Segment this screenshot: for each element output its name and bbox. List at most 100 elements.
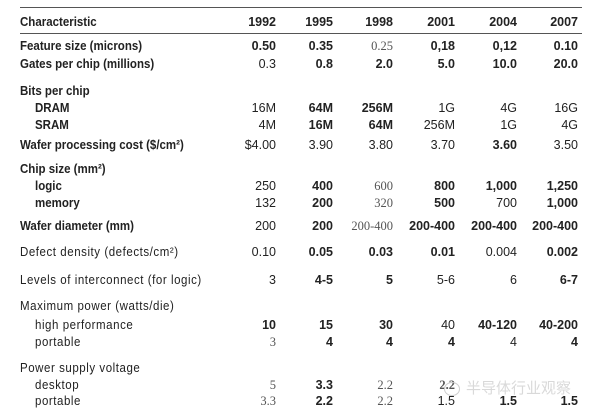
table-cell: 800 bbox=[434, 179, 455, 193]
table-cell: 0.004 bbox=[485, 245, 517, 259]
header-year: 1992 bbox=[248, 15, 276, 29]
table-cell: 500 bbox=[434, 196, 455, 210]
row-label: Levels of interconnect (for logic) bbox=[20, 273, 202, 287]
header-year: 2001 bbox=[427, 15, 455, 29]
table-cell: 256M bbox=[423, 118, 455, 132]
table-cell: 1,250 bbox=[546, 179, 578, 193]
table-cell: 1G bbox=[438, 101, 455, 115]
table-cell: 132 bbox=[255, 196, 276, 210]
table-cell: 10.0 bbox=[492, 57, 517, 71]
table-cell: 4M bbox=[258, 118, 276, 132]
header-year: 1995 bbox=[305, 15, 333, 29]
row-label: high performance bbox=[35, 318, 134, 332]
table-cell: 1,000 bbox=[485, 179, 517, 193]
table-cell: 200 bbox=[312, 196, 333, 210]
table-cell: 4G bbox=[500, 101, 517, 115]
table-cell: 600 bbox=[374, 179, 393, 193]
row-label: Wafer processing cost ($/cm²) bbox=[20, 138, 184, 152]
table-cell: $4.00 bbox=[244, 138, 276, 152]
table-cell: 30 bbox=[379, 318, 393, 332]
table-cell: 16M bbox=[251, 101, 276, 115]
table-cell: 200-400 bbox=[351, 219, 393, 233]
table-cell: 10 bbox=[262, 318, 276, 332]
table-cell: 3.90 bbox=[308, 138, 333, 152]
row-label: memory bbox=[35, 196, 80, 210]
table-cell: 250 bbox=[255, 179, 276, 193]
table-cell: 0.25 bbox=[371, 39, 393, 53]
row-label: Wafer diameter (mm) bbox=[20, 219, 134, 233]
table-cell: 400 bbox=[312, 179, 333, 193]
table-cell: 200-400 bbox=[471, 219, 517, 233]
table-cell: 4G bbox=[561, 118, 578, 132]
table-cell: 20.0 bbox=[553, 57, 578, 71]
top-rule bbox=[20, 7, 582, 8]
table-cell: 3.60 bbox=[492, 138, 517, 152]
table-cell: 200 bbox=[255, 219, 276, 233]
row-label: Power supply voltage bbox=[20, 361, 141, 375]
table-cell: 3.70 bbox=[430, 138, 455, 152]
table-cell: 0.10 bbox=[251, 245, 276, 259]
table-cell: 4-5 bbox=[314, 273, 333, 287]
table-cell: 200-400 bbox=[532, 219, 578, 233]
watermark-text: 半导体行业观察 bbox=[466, 379, 572, 397]
table-cell: 2.2 bbox=[315, 394, 333, 408]
table-cell: 1.5 bbox=[437, 394, 455, 408]
table-cell: 3.50 bbox=[553, 138, 578, 152]
table-cell: 3.3 bbox=[315, 378, 333, 392]
table-cell: 5 bbox=[269, 378, 276, 392]
table-cell: 40 bbox=[441, 318, 455, 332]
row-label: portable bbox=[35, 335, 81, 349]
header-year: 2004 bbox=[489, 15, 517, 29]
row-label: portable bbox=[35, 394, 81, 408]
table-cell: 200 bbox=[312, 219, 333, 233]
table-cell: 16M bbox=[308, 118, 333, 132]
table-cell: 6-7 bbox=[559, 273, 578, 287]
table-cell: 0.05 bbox=[308, 245, 333, 259]
table-cell: 4 bbox=[326, 335, 333, 349]
table-cell: 64M bbox=[308, 101, 333, 115]
row-label: Gates per chip (millions) bbox=[20, 57, 155, 71]
table-cell: 3 bbox=[269, 273, 276, 287]
table-cell: 3 bbox=[269, 335, 276, 349]
table-cell: 5-6 bbox=[436, 273, 455, 287]
table-cell: 0.01 bbox=[430, 245, 455, 259]
table-cell: 0.03 bbox=[368, 245, 393, 259]
table-cell: 15 bbox=[319, 318, 333, 332]
table-cell: 1.5 bbox=[499, 394, 517, 408]
header-year: 1998 bbox=[365, 15, 393, 29]
table-cell: 200-400 bbox=[409, 219, 455, 233]
table-cell: 1,000 bbox=[546, 196, 578, 210]
row-label: Bits per chip bbox=[20, 84, 90, 98]
table-cell: 5.0 bbox=[437, 57, 455, 71]
table-cell: 3.80 bbox=[368, 138, 393, 152]
table-cell: 3.3 bbox=[260, 394, 276, 408]
header-rule bbox=[20, 33, 582, 34]
watermark: 半导体行业观察 bbox=[444, 377, 571, 398]
table-cell: 1.5 bbox=[560, 394, 578, 408]
table-cell: 4 bbox=[571, 335, 578, 349]
table-cell: 0.10 bbox=[553, 39, 578, 53]
table-cell: 320 bbox=[374, 196, 393, 210]
row-label: desktop bbox=[35, 378, 80, 392]
wechat-icon bbox=[444, 381, 460, 396]
row-label: DRAM bbox=[35, 101, 70, 115]
table-cell: 64M bbox=[368, 118, 393, 132]
header-year: 2007 bbox=[550, 15, 578, 29]
table-cell: 2.2 bbox=[377, 378, 393, 392]
table-cell: 5 bbox=[386, 273, 393, 287]
table-cell: 0.50 bbox=[251, 39, 276, 53]
table-cell: 4 bbox=[510, 335, 517, 349]
table-cell: 0.8 bbox=[315, 57, 333, 71]
table-cell: 1G bbox=[500, 118, 517, 132]
table-cell: 4 bbox=[448, 335, 455, 349]
table-cell: 256M bbox=[361, 101, 393, 115]
table-cell: 2.0 bbox=[375, 57, 393, 71]
table-cell: 16G bbox=[554, 101, 578, 115]
row-label: Maximum power (watts/die) bbox=[20, 299, 175, 313]
table-cell: 2.2 bbox=[377, 394, 393, 408]
table-cell: 0.35 bbox=[308, 39, 333, 53]
row-label: SRAM bbox=[35, 118, 69, 132]
table-cell: 0,12 bbox=[492, 39, 517, 53]
table-cell: 6 bbox=[510, 273, 517, 287]
